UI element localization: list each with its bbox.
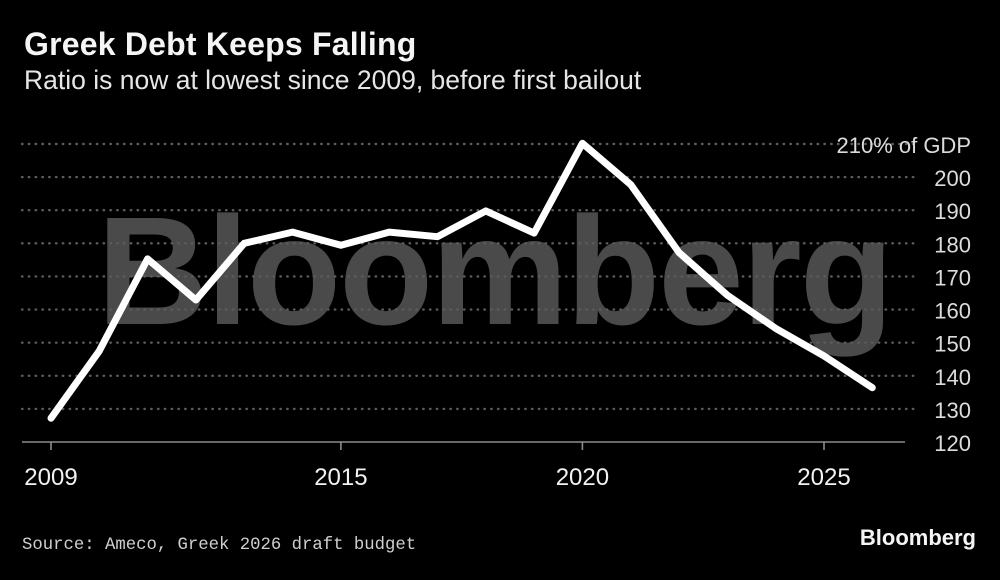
svg-text:140: 140: [934, 365, 971, 390]
svg-text:2025: 2025: [797, 464, 850, 491]
svg-text:160: 160: [934, 299, 971, 324]
svg-text:2015: 2015: [314, 464, 367, 491]
svg-text:2009: 2009: [24, 464, 77, 491]
svg-text:210% of GDP: 210% of GDP: [836, 133, 971, 158]
svg-text:120: 120: [934, 431, 971, 456]
svg-text:130: 130: [934, 398, 971, 423]
svg-text:190: 190: [934, 199, 971, 224]
svg-text:170: 170: [934, 265, 971, 290]
svg-text:200: 200: [934, 166, 971, 191]
svg-text:2020: 2020: [556, 464, 609, 491]
svg-text:150: 150: [934, 332, 971, 357]
svg-text:180: 180: [934, 232, 971, 257]
